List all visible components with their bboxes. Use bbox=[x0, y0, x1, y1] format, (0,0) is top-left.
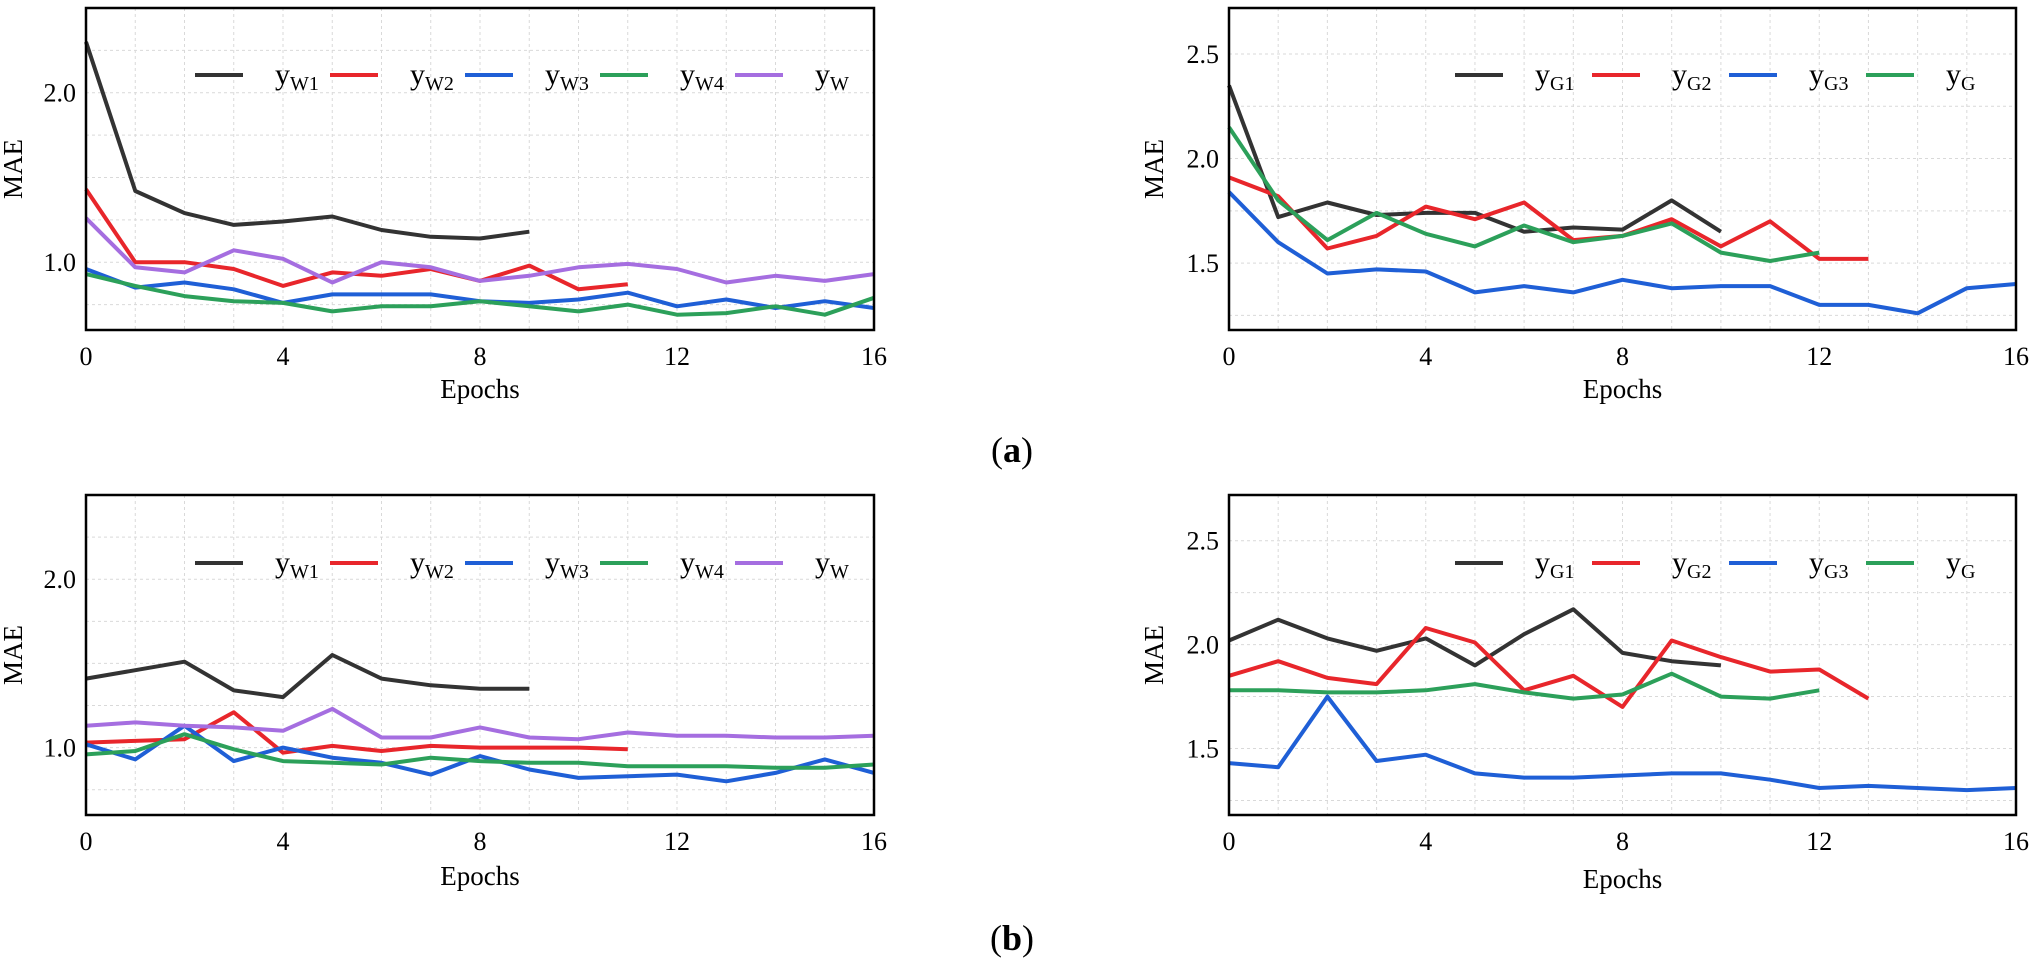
series-line-g3 bbox=[1228, 694, 2017, 793]
plot-frame bbox=[1227, 6, 2018, 332]
legend-label-g: yG bbox=[1946, 546, 1975, 583]
legend-label-w1: yW1 bbox=[275, 546, 319, 583]
series-line-w4 bbox=[85, 272, 875, 317]
legend: yG1 yG2 yG3 yG bbox=[1455, 546, 1975, 583]
x-tick-label: 16 bbox=[861, 342, 887, 371]
legend-label-g1: yG1 bbox=[1535, 58, 1574, 95]
chart-a-left: MAE Epochs 0 4 8 12 16 1.0 2.0 yW1 yW2 yW3 yW4 yW bbox=[0, 6, 887, 404]
series-line-g1 bbox=[1228, 607, 1722, 668]
y-axis-label: MAE bbox=[1139, 625, 1169, 685]
panel-label-a: (a) bbox=[991, 430, 1033, 470]
panel-label-b: (b) bbox=[990, 918, 1034, 958]
legend-label-w3: yW3 bbox=[545, 58, 589, 95]
y-tick-label: 2.5 bbox=[1187, 527, 1220, 556]
series-line-g2 bbox=[1228, 626, 1870, 709]
x-tick-label: 12 bbox=[1806, 342, 1832, 371]
x-tick-label: 16 bbox=[2003, 342, 2029, 371]
grid bbox=[1229, 8, 2016, 330]
series-line-w1 bbox=[84, 41, 530, 241]
x-tick-label: 8 bbox=[474, 342, 487, 371]
y-tick-label: 2.0 bbox=[44, 565, 77, 594]
legend-label-g: yG bbox=[1946, 58, 1975, 95]
chart-a-right: MAE Epochs 0 4 8 12 16 1.5 2.0 2.5 yG1 yG2 yG3 yG bbox=[1139, 6, 2029, 404]
x-axis-label: Epochs bbox=[1583, 864, 1662, 894]
legend: yW1 yW2 yW3 yW4 yW bbox=[195, 546, 849, 583]
series-line-w1 bbox=[85, 653, 530, 700]
series-line-g1 bbox=[1227, 84, 1722, 234]
x-tick-label: 4 bbox=[277, 827, 290, 856]
series-line-g3 bbox=[1227, 190, 2017, 316]
y-tick-label: 1.0 bbox=[44, 734, 77, 763]
x-tick-label: 16 bbox=[2003, 827, 2029, 856]
y-tick-label: 2.5 bbox=[1187, 40, 1220, 69]
legend: yW1 yW2 yW3 yW4 yW bbox=[195, 58, 849, 95]
x-tick-label: 8 bbox=[1616, 342, 1629, 371]
x-tick-label: 12 bbox=[664, 827, 690, 856]
legend-label-w3: yW3 bbox=[545, 546, 589, 583]
legend-label-g1: yG1 bbox=[1535, 546, 1574, 583]
legend-label-w: yW bbox=[815, 58, 849, 95]
legend-label-g2: yG2 bbox=[1672, 58, 1711, 95]
series-line-w bbox=[85, 706, 875, 742]
x-tick-label: 0 bbox=[80, 342, 93, 371]
series-line-g bbox=[1229, 671, 1820, 701]
x-tick-label: 4 bbox=[1419, 342, 1432, 371]
y-axis-label: MAE bbox=[0, 139, 28, 199]
legend-label-w2: yW2 bbox=[410, 546, 454, 583]
legend: yG1 yG2 yG3 yG bbox=[1455, 58, 1975, 95]
legend-label-w1: yW1 bbox=[275, 58, 319, 95]
legend-label-g2: yG2 bbox=[1672, 546, 1711, 583]
x-tick-label: 0 bbox=[1223, 827, 1236, 856]
grid bbox=[86, 8, 874, 330]
y-axis-label: MAE bbox=[0, 625, 28, 685]
plot-frame bbox=[84, 493, 876, 817]
grid bbox=[1229, 495, 2016, 815]
y-tick-label: 2.0 bbox=[44, 79, 77, 108]
x-tick-label: 4 bbox=[1419, 827, 1432, 856]
series-line-w2 bbox=[85, 710, 628, 755]
y-tick-label: 1.0 bbox=[44, 248, 77, 277]
x-tick-label: 4 bbox=[277, 342, 290, 371]
legend-label-w4: yW4 bbox=[680, 58, 724, 95]
x-tick-label: 16 bbox=[861, 827, 887, 856]
x-tick-label: 0 bbox=[80, 827, 93, 856]
y-tick-label: 2.0 bbox=[1187, 631, 1220, 660]
y-axis-label: MAE bbox=[1139, 139, 1169, 199]
series-line-g2 bbox=[1228, 175, 1869, 261]
x-axis-label: Epochs bbox=[440, 374, 519, 404]
x-axis-label: Epochs bbox=[440, 861, 519, 891]
series-line-w bbox=[84, 216, 875, 285]
y-tick-label: 1.5 bbox=[1187, 249, 1220, 278]
y-tick-label: 2.0 bbox=[1187, 145, 1220, 174]
x-tick-label: 12 bbox=[1806, 827, 1832, 856]
x-tick-label: 8 bbox=[474, 827, 487, 856]
y-tick-label: 1.5 bbox=[1187, 735, 1220, 764]
legend-label-w4: yW4 bbox=[680, 546, 724, 583]
x-tick-label: 8 bbox=[1616, 827, 1629, 856]
plot-frame bbox=[1227, 493, 2018, 817]
legend-label-w2: yW2 bbox=[410, 58, 454, 95]
legend-label-g3: yG3 bbox=[1809, 546, 1848, 583]
x-axis-label: Epochs bbox=[1583, 374, 1662, 404]
plot-frame bbox=[84, 6, 876, 332]
legend-label-w: yW bbox=[815, 546, 849, 583]
series-line-w3 bbox=[85, 723, 875, 784]
series-line-w4 bbox=[85, 732, 875, 770]
series-line-g bbox=[1227, 126, 1820, 263]
legend-label-g3: yG3 bbox=[1809, 58, 1848, 95]
chart-b-left: MAE Epochs 0 4 8 12 16 1.0 2.0 yW1 yW2 yW3 yW4 yW bbox=[0, 493, 887, 891]
chart-b-right: MAE Epochs 0 4 8 12 16 1.5 2.0 2.5 yG1 yG2 yG3 yG bbox=[1139, 493, 2029, 894]
x-tick-label: 0 bbox=[1223, 342, 1236, 371]
x-tick-label: 12 bbox=[664, 342, 690, 371]
